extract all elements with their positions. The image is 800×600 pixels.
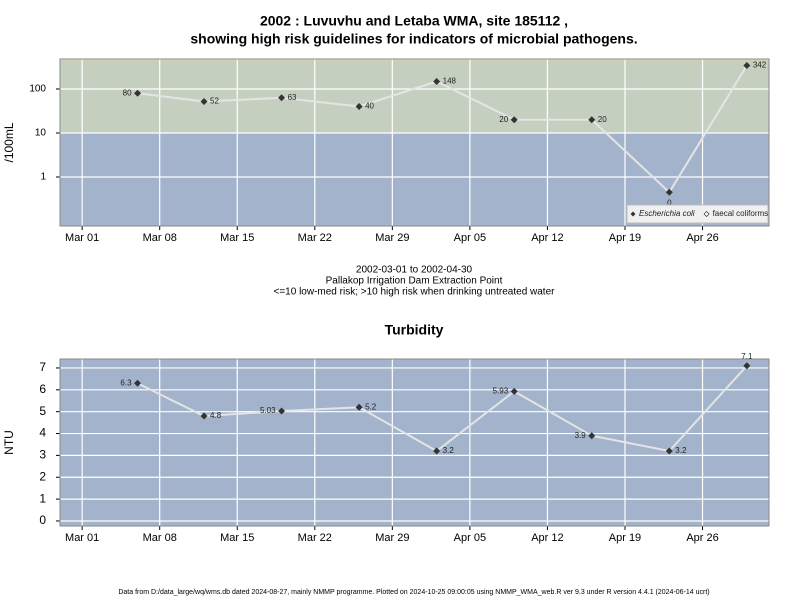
y-tick-label: 10 [35, 128, 47, 139]
y-tick-label: 7 [39, 360, 46, 374]
x-tick-label: Mar 01 [65, 532, 99, 544]
chart-title: 2002 : Luvuvhu and Letaba WMA, site 1851… [260, 13, 568, 29]
data-label: 6.3 [120, 378, 132, 387]
subtitle: <=10 low-med risk; >10 high risk when dr… [274, 287, 556, 298]
legend-label: faecal coliforms [713, 209, 769, 218]
y-tick-label: 0 [39, 513, 46, 527]
data-point [510, 116, 518, 124]
x-tick-label: Mar 22 [298, 232, 332, 244]
data-label: 40 [365, 102, 374, 111]
x-tick-label: Mar 08 [143, 532, 177, 544]
high-risk-band [60, 59, 769, 133]
x-tick-label: Apr 05 [454, 532, 486, 544]
y-tick-label: 1 [39, 491, 46, 505]
data-label: 52 [210, 97, 219, 106]
y-axis-label: NTU [2, 430, 16, 455]
subtitle: 2002-03-01 to 2002-04-30 [356, 265, 473, 276]
y-tick-label: 6 [39, 382, 46, 396]
data-label: 0 [667, 198, 672, 207]
y-tick-label: 2 [39, 469, 46, 483]
x-tick-label: Mar 15 [220, 532, 254, 544]
y-tick-label: 1 [40, 172, 46, 183]
y-axis-label: /100mL [2, 122, 16, 162]
x-tick-label: Mar 29 [375, 232, 409, 244]
chart-title: showing high risk guidelines for indicat… [190, 31, 637, 47]
data-label: 7.1 [741, 352, 753, 361]
data-point [665, 447, 673, 455]
data-label: 80 [123, 88, 132, 97]
data-point [588, 116, 596, 124]
plot-frame [59, 58, 770, 227]
x-tick-label: Mar 08 [143, 232, 177, 244]
data-point [743, 61, 751, 69]
plot-frame [59, 358, 770, 527]
data-label: 3.2 [443, 446, 455, 455]
x-tick-label: Apr 26 [686, 532, 718, 544]
data-label: 5.03 [260, 406, 276, 415]
legend-box [626, 204, 769, 224]
subtitle: Pallakop Irrigation Dam Extraction Point [326, 276, 503, 287]
footer: Data from D:/data_large/wq/wms.db dated … [118, 589, 709, 596]
data-point [134, 379, 142, 387]
x-tick-label: Apr 19 [609, 532, 641, 544]
data-point [743, 362, 751, 370]
data-point [588, 432, 596, 440]
chart-title: Turbidity [385, 322, 444, 338]
data-point [433, 447, 441, 455]
data-label: 20 [499, 115, 508, 124]
x-tick-label: Apr 26 [686, 232, 718, 244]
data-point [355, 403, 363, 411]
data-label: 4.8 [210, 411, 222, 420]
data-point [355, 102, 363, 110]
data-label: 148 [443, 77, 457, 86]
data-point [278, 407, 286, 415]
x-tick-label: Apr 05 [454, 232, 486, 244]
x-tick-label: Apr 19 [609, 232, 641, 244]
data-label: 3.2 [675, 446, 687, 455]
data-label: 20 [598, 115, 607, 124]
y-tick-label: 4 [39, 426, 46, 440]
y-tick-label: 100 [29, 84, 46, 95]
data-point [200, 97, 208, 105]
data-point [200, 412, 208, 420]
x-tick-label: Apr 12 [531, 532, 563, 544]
legend-label: Escherichia coli [639, 209, 695, 218]
data-label: 5.93 [493, 386, 509, 395]
data-point [665, 188, 673, 196]
data-label: 3.9 [575, 431, 587, 440]
x-tick-label: Mar 29 [375, 532, 409, 544]
data-label: 342 [753, 61, 767, 70]
x-tick-label: Mar 01 [65, 232, 99, 244]
y-tick-label: 3 [39, 448, 46, 462]
plot-background [60, 359, 769, 526]
x-tick-label: Apr 12 [531, 232, 563, 244]
data-point [278, 94, 286, 102]
data-point [510, 387, 518, 395]
data-label: 5.2 [365, 402, 377, 411]
x-tick-label: Mar 22 [298, 532, 332, 544]
x-tick-label: Mar 15 [220, 232, 254, 244]
legend-marker [703, 211, 710, 217]
data-point [134, 89, 142, 97]
data-point [433, 77, 441, 85]
legend-marker [630, 211, 636, 217]
y-tick-label: 5 [39, 404, 46, 418]
data-label: 63 [288, 93, 297, 102]
